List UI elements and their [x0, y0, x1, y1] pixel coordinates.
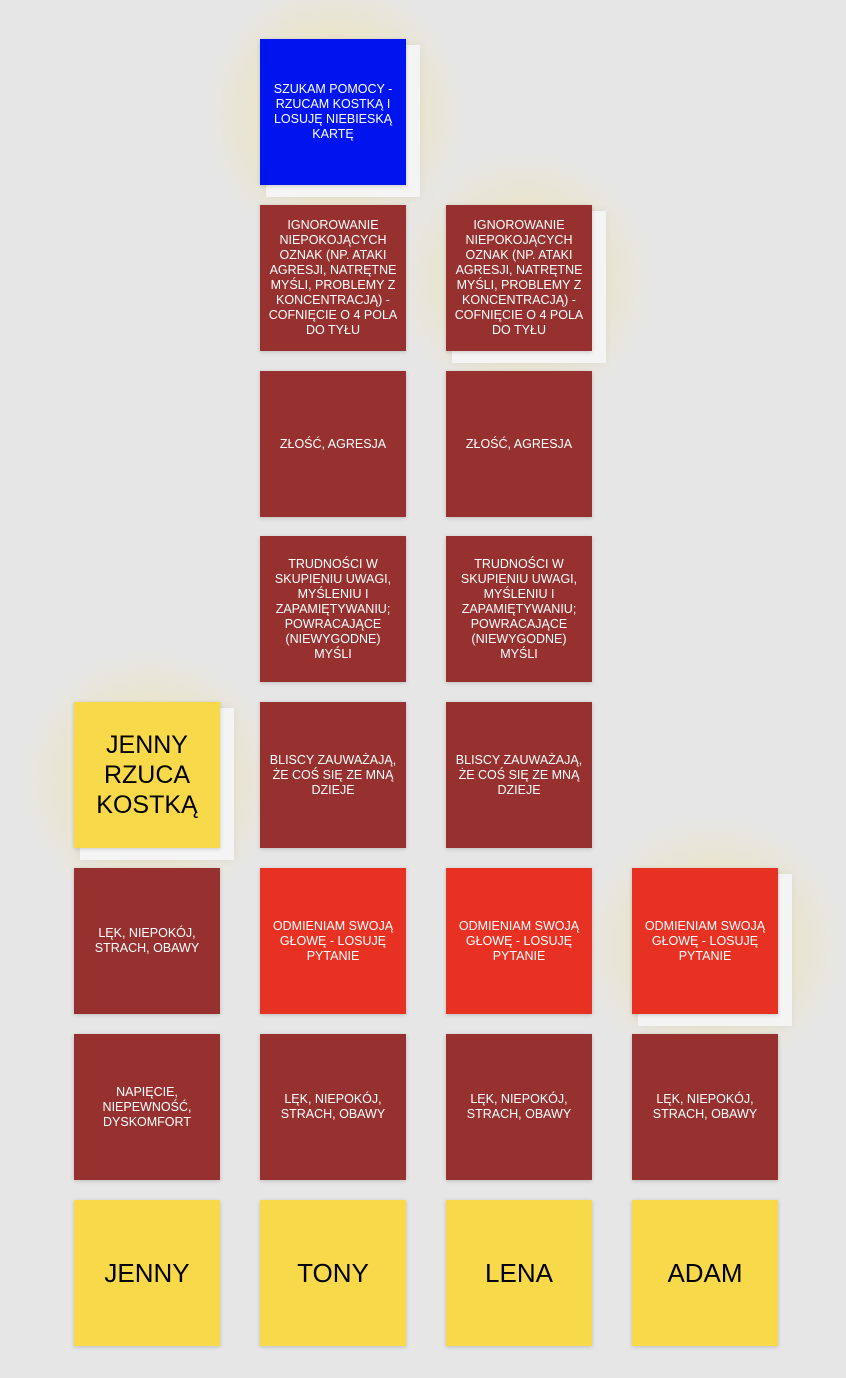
card-text: LĘK, NIEPOKÓJ, STRACH, OBAWY [652, 1092, 758, 1121]
card-adam-change-mind[interactable]: ODMIENIAM SWOJĄ GŁOWĘ - LOSUJĘ PYTANIE [632, 868, 778, 1014]
card-jenny-anxiety[interactable]: LĘK, NIEPOKÓJ, STRACH, OBAWY [74, 868, 220, 1014]
card-text: LĘK, NIEPOKÓJ, STRACH, OBAWY [94, 926, 200, 955]
card-text: ODMIENIAM SWOJĄ GŁOWĘ - LOSUJĘ PYTANIE [272, 918, 394, 963]
card-jenny-tension[interactable]: NAPIĘCIE, NIEPEWNOŚĆ, DYSKOMFORT [74, 1034, 220, 1180]
card-lena-anxiety[interactable]: LĘK, NIEPOKÓJ, STRACH, OBAWY [446, 1034, 592, 1180]
card-text: JENNY RZUCA KOSTKĄ [96, 731, 198, 819]
player-name: ADAM [667, 1257, 743, 1288]
card-tony-concentration[interactable]: TRUDNOŚCI W SKUPIENIU UWAGI, MYŚLENIU I … [260, 536, 406, 682]
player-card-jenny[interactable]: JENNY [74, 1200, 220, 1346]
player-name: TONY [297, 1257, 369, 1288]
card-lena-ignoring-signs[interactable]: IGNOROWANIE NIEPOKOJĄCYCH OZNAK (NP. ATA… [446, 205, 592, 351]
card-text: TRUDNOŚCI W SKUPIENIU UWAGI, MYŚLENIU I … [274, 556, 392, 661]
card-tony-relatives-notice[interactable]: BLISCY ZAUWAŻAJĄ, ŻE COŚ SIĘ ZE MNĄ DZIE… [260, 702, 406, 848]
card-text: TRUDNOŚCI W SKUPIENIU UWAGI, MYŚLENIU I … [460, 556, 578, 661]
card-text: ODMIENIAM SWOJĄ GŁOWĘ - LOSUJĘ PYTANIE [644, 918, 766, 963]
card-text: ODMIENIAM SWOJĄ GŁOWĘ - LOSUJĘ PYTANIE [458, 918, 580, 963]
player-card-adam[interactable]: ADAM [632, 1200, 778, 1346]
card-tony-seek-help[interactable]: SZUKAM POMOCY - RZUCAM KOSTKĄ I LOSUJĘ N… [260, 39, 406, 185]
card-lena-anger[interactable]: ZŁOŚĆ, AGRESJA [446, 371, 592, 517]
card-text: NAPIĘCIE, NIEPEWNOŚĆ, DYSKOMFORT [102, 1084, 192, 1129]
player-card-tony[interactable]: TONY [260, 1200, 406, 1346]
card-text: ZŁOŚĆ, AGRESJA [279, 436, 387, 451]
card-adam-anxiety[interactable]: LĘK, NIEPOKÓJ, STRACH, OBAWY [632, 1034, 778, 1180]
card-text: SZUKAM POMOCY - RZUCAM KOSTKĄ I LOSUJĘ N… [273, 82, 393, 141]
card-text: IGNOROWANIE NIEPOKOJĄCYCH OZNAK (NP. ATA… [268, 218, 398, 337]
card-jenny-rolls-dice[interactable]: JENNY RZUCA KOSTKĄ [74, 702, 220, 848]
card-text: ZŁOŚĆ, AGRESJA [465, 436, 573, 451]
card-tony-anxiety[interactable]: LĘK, NIEPOKÓJ, STRACH, OBAWY [260, 1034, 406, 1180]
card-tony-ignoring-signs[interactable]: IGNOROWANIE NIEPOKOJĄCYCH OZNAK (NP. ATA… [260, 205, 406, 351]
card-text: BLISCY ZAUWAŻAJĄ, ŻE COŚ SIĘ ZE MNĄ DZIE… [269, 752, 397, 797]
card-tony-change-mind[interactable]: ODMIENIAM SWOJĄ GŁOWĘ - LOSUJĘ PYTANIE [260, 868, 406, 1014]
card-lena-concentration[interactable]: TRUDNOŚCI W SKUPIENIU UWAGI, MYŚLENIU I … [446, 536, 592, 682]
card-text: LĘK, NIEPOKÓJ, STRACH, OBAWY [280, 1092, 386, 1121]
player-card-lena[interactable]: LENA [446, 1200, 592, 1346]
card-text: IGNOROWANIE NIEPOKOJĄCYCH OZNAK (NP. ATA… [454, 218, 584, 337]
card-tony-anger[interactable]: ZŁOŚĆ, AGRESJA [260, 371, 406, 517]
player-name: LENA [485, 1257, 553, 1288]
card-lena-change-mind[interactable]: ODMIENIAM SWOJĄ GŁOWĘ - LOSUJĘ PYTANIE [446, 868, 592, 1014]
card-lena-relatives-notice[interactable]: BLISCY ZAUWAŻAJĄ, ŻE COŚ SIĘ ZE MNĄ DZIE… [446, 702, 592, 848]
player-name: JENNY [104, 1257, 190, 1288]
card-text: BLISCY ZAUWAŻAJĄ, ŻE COŚ SIĘ ZE MNĄ DZIE… [455, 752, 583, 797]
card-text: LĘK, NIEPOKÓJ, STRACH, OBAWY [466, 1092, 572, 1121]
